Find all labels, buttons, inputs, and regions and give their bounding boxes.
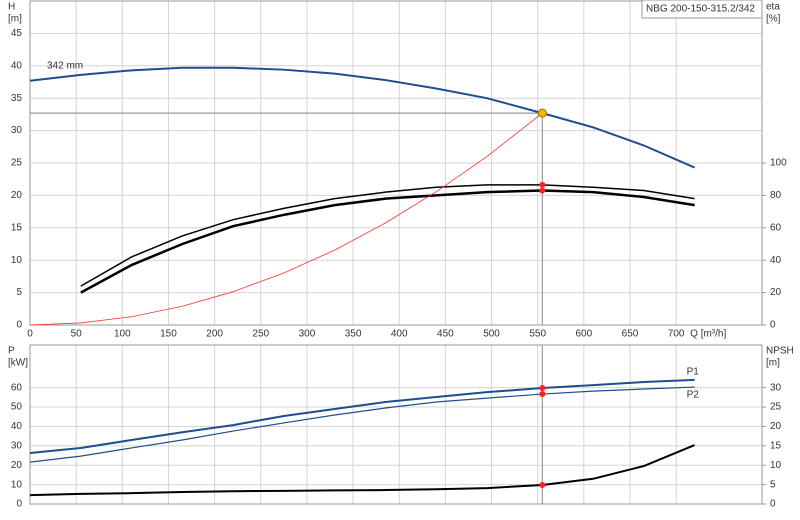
- x-tick-label: 400: [391, 329, 408, 340]
- x-tick-label: 700: [668, 329, 685, 340]
- x-tick-label: 200: [206, 329, 223, 340]
- duty-point: [539, 481, 546, 488]
- y2-tick-label: 0: [770, 499, 776, 510]
- y2-axis-unit: [%]: [766, 14, 781, 25]
- y-axis-title: P: [8, 346, 15, 357]
- y-tick-label: 5: [16, 287, 22, 298]
- duty-point: [537, 108, 547, 118]
- y-tick-label: 40: [11, 60, 23, 71]
- curve: [29, 378, 695, 454]
- x-axis-title: Q [m³/h]: [690, 329, 726, 340]
- x-tick-label: 500: [483, 329, 500, 340]
- y-tick-label: 50: [11, 402, 23, 413]
- curve-label: 342 mm: [47, 61, 83, 72]
- y2-axis-title: NPSH: [766, 346, 794, 357]
- y2-tick-label: 100: [770, 158, 787, 169]
- y2-tick-label: 80: [770, 190, 782, 201]
- x-tick-label: 100: [114, 329, 131, 340]
- y-axis-title: H: [8, 2, 15, 13]
- x-tick-label: 650: [622, 329, 639, 340]
- y2-axis-title: eta: [766, 2, 780, 13]
- y2-tick-label: 25: [770, 402, 782, 413]
- y-axis-unit: [m]: [8, 14, 22, 25]
- y2-tick-label: 60: [770, 222, 782, 233]
- y-tick-label: 0: [16, 499, 22, 510]
- title-box: [641, 0, 763, 19]
- x-tick-label: 600: [576, 329, 593, 340]
- curve: [80, 184, 695, 287]
- curve: [29, 66, 696, 169]
- y2-tick-label: 0: [770, 320, 776, 331]
- y-tick-label: 45: [11, 28, 23, 39]
- y-tick-label: 60: [11, 382, 23, 393]
- y-tick-label: 30: [11, 440, 23, 451]
- y-tick-label: 20: [11, 460, 23, 471]
- plot-frame: [29, 344, 763, 505]
- duty-point: [539, 385, 546, 392]
- x-tick-label: 50: [71, 329, 83, 340]
- x-tick-label: 550: [529, 329, 546, 340]
- plot-frame: [29, 0, 763, 326]
- y2-tick-label: 5: [770, 479, 776, 490]
- chart-title: NBG 200-150-315.2/342: [646, 4, 755, 15]
- y2-tick-label: 10: [770, 460, 782, 471]
- y-tick-label: 20: [11, 190, 23, 201]
- y2-tick-label: 20: [770, 421, 782, 432]
- y2-tick-label: 30: [770, 382, 782, 393]
- y-tick-label: 40: [11, 421, 23, 432]
- x-tick-label: 350: [345, 329, 362, 340]
- y-tick-label: 10: [11, 479, 23, 490]
- curve: [80, 189, 695, 294]
- x-tick-label: 0: [27, 329, 33, 340]
- curve-label: P2: [687, 390, 700, 401]
- y-tick-label: 30: [11, 125, 23, 136]
- duty-point: [539, 181, 546, 188]
- x-tick-label: 250: [252, 329, 269, 340]
- y2-axis-unit: [m]: [766, 358, 780, 369]
- y-tick-label: 10: [11, 255, 23, 266]
- curve: [29, 112, 543, 326]
- x-tick-label: 150: [160, 329, 177, 340]
- curve: [29, 444, 695, 497]
- y-tick-label: 0: [16, 320, 22, 331]
- duty-point: [539, 187, 546, 194]
- curve: [29, 386, 695, 463]
- y-axis-unit: [kW]: [8, 358, 28, 369]
- y-tick-label: 15: [11, 222, 23, 233]
- x-tick-label: 300: [299, 329, 316, 340]
- curve-label: P1: [687, 367, 700, 378]
- x-tick-label: 450: [437, 329, 454, 340]
- y-tick-label: 25: [11, 158, 23, 169]
- duty-point: [539, 391, 546, 398]
- y2-tick-label: 15: [770, 440, 782, 451]
- y2-tick-label: 20: [770, 287, 782, 298]
- y2-tick-label: 40: [770, 255, 782, 266]
- y-tick-label: 35: [11, 93, 23, 104]
